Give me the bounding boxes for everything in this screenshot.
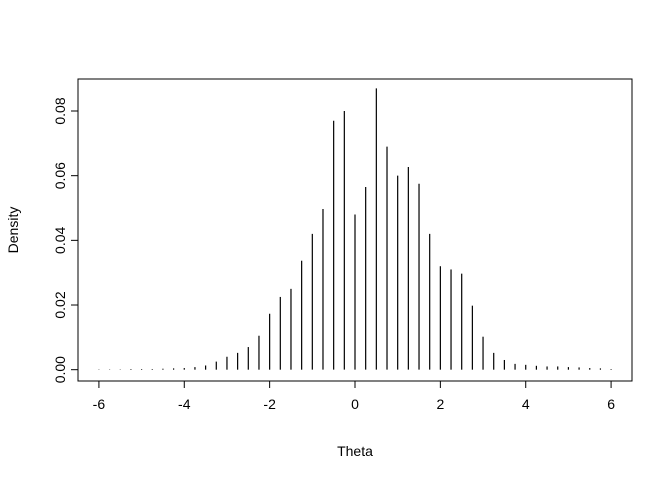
x-tick-label: 0 (351, 396, 359, 412)
y-tick-label: 0.08 (52, 97, 68, 124)
x-tick-label: -2 (263, 396, 276, 412)
y-tick-label: 0.04 (52, 227, 68, 254)
x-axis-label: Theta (337, 443, 373, 459)
x-tick-label: 6 (607, 396, 615, 412)
y-tick-label: 0.00 (52, 356, 68, 383)
y-axis-label: Density (5, 207, 21, 254)
y-tick-label: 0.02 (52, 291, 68, 318)
y-tick-label: 0.06 (52, 162, 68, 189)
x-tick-label: -4 (178, 396, 191, 412)
x-tick-label: 4 (522, 396, 530, 412)
x-tick-label: -6 (93, 396, 106, 412)
x-tick-label: 2 (436, 396, 444, 412)
